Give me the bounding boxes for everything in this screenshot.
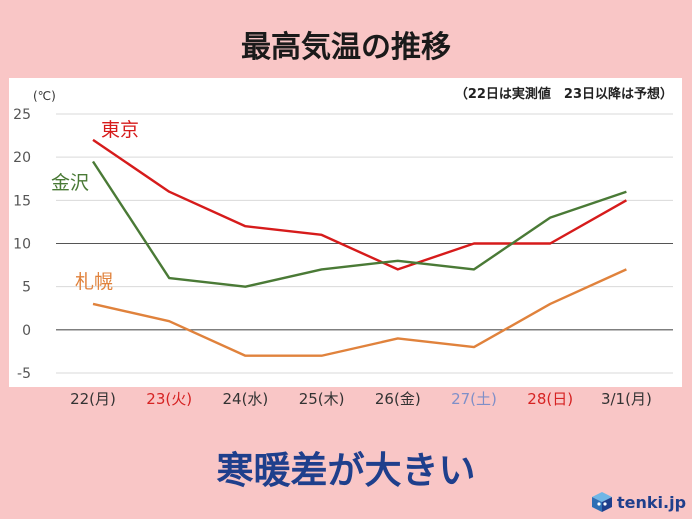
chart-panel: 25 20 15 10 5 0 -5 (℃) （22日は実測値 23日以降は予想） 東京金沢札幌	[9, 78, 682, 387]
series-line-金沢	[91, 160, 627, 288]
y-tick-label: 10	[13, 237, 31, 253]
series-line-札幌	[92, 268, 627, 357]
x-tick-label: 22(月)	[70, 390, 116, 408]
x-tick-label: 23(火)	[146, 390, 193, 408]
y-tick-label: 15	[13, 193, 31, 209]
y-tick-label: 25	[13, 107, 31, 123]
y-tick-label: 5	[22, 280, 31, 296]
series-line-東京	[92, 138, 627, 271]
series-label: 東京	[101, 119, 139, 141]
x-tick-label: 28(日)	[527, 390, 574, 408]
forecast-note: （22日は実測値 23日以降は予想）	[455, 86, 673, 102]
x-tick-label: 27(土)	[451, 390, 497, 408]
headline: 寒暖差が大きい	[216, 449, 476, 492]
y-tick-label: -5	[17, 366, 31, 382]
x-tick-label: 3/1(月)	[600, 390, 652, 408]
logo-text: tenki.jp	[617, 492, 687, 512]
tenki-logo[interactable]: tenki.jp	[591, 490, 686, 514]
series-label: 金沢	[51, 172, 89, 194]
series-label: 札幌	[75, 271, 113, 293]
x-tick-label: 24(水)	[222, 390, 269, 408]
y-unit-label: (℃)	[33, 89, 56, 103]
y-tick-label: 0	[22, 323, 31, 339]
page-title: 最高気温の推移	[241, 30, 451, 65]
x-tick-label: 25(木)	[298, 390, 345, 408]
tenki-cube-icon	[592, 492, 612, 512]
x-axis-labels: 22(月) 23(火) 24(水) 25(木) 26(金) 27(土) 28(日) 3/1(月…	[0, 388, 692, 414]
y-tick-label: 20	[13, 150, 31, 166]
x-tick-label: 26(金)	[374, 390, 421, 408]
